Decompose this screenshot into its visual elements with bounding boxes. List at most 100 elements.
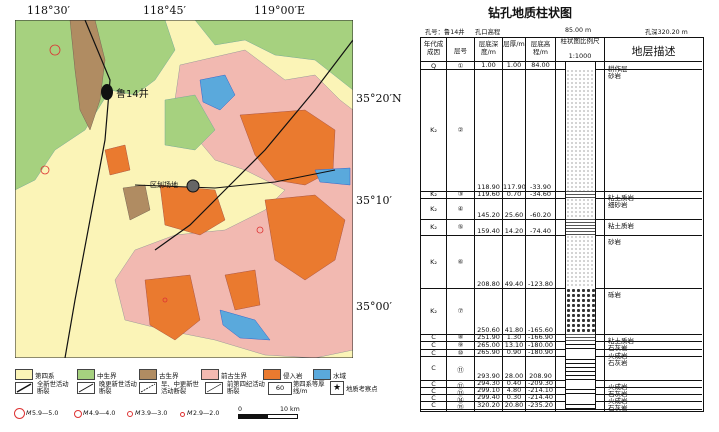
row-era: K₂ — [430, 125, 437, 134]
mesozoic-area-east — [194, 20, 353, 91]
row-depth: 265.90 — [477, 348, 500, 357]
row-thick: 0.90 — [506, 348, 522, 357]
row-era: C — [431, 401, 436, 410]
row-layer: ⑭ — [457, 395, 464, 404]
paleozoic-area-2 — [122, 184, 151, 221]
row-elev: 84.00 — [531, 61, 550, 69]
legend-label: 前古生界 — [221, 372, 247, 380]
lithology-pattern — [565, 62, 596, 69]
row-thick: 0.70 — [506, 189, 522, 198]
water-body-1 — [199, 74, 236, 111]
th-thick: 层厚/m — [503, 40, 525, 48]
magnitude-circle-icon — [127, 411, 133, 417]
row-thick: 4.80 — [506, 386, 522, 395]
coord-top-3: 119°00′E — [254, 4, 306, 17]
th-log: 柱状图比例尺 — [560, 37, 600, 45]
fault-icon-pre-quaternary — [205, 382, 223, 394]
magnitude-circle-icon — [74, 410, 82, 418]
row-divider — [420, 356, 702, 358]
row-thick: 117.90 — [503, 182, 526, 191]
column-title: 钻孔地质柱状图 — [488, 6, 573, 20]
legend-label: 水域 — [333, 372, 346, 380]
magnitude-symbol: M — [83, 410, 89, 417]
scale-end: 10 km — [280, 406, 300, 413]
fault-line-east — [154, 39, 353, 251]
epicenter — [40, 165, 50, 175]
row-divider — [420, 234, 702, 236]
water-body-2 — [219, 309, 271, 341]
row-era: K₂ — [430, 223, 437, 232]
row-divider — [420, 219, 702, 221]
row-desc: 砾岩 — [608, 291, 621, 300]
row-elev: -214.10 — [527, 386, 554, 395]
row-elev: 208.90 — [529, 372, 552, 381]
legend-label: 前第四纪活动断裂 — [227, 381, 265, 395]
zone-marker — [186, 179, 200, 193]
legend-label: 第四系 — [35, 372, 55, 380]
row-depth: 299.10 — [477, 386, 500, 395]
th-era: 年代成成因 — [423, 40, 444, 56]
epicenter — [162, 297, 168, 303]
magnitude-circle-icon — [180, 412, 185, 417]
row-layer: ⑦ — [457, 306, 464, 315]
row-desc: 砂岩 — [608, 72, 621, 80]
magnitude-symbol: M — [26, 410, 32, 417]
row-divider — [420, 197, 702, 199]
row-elev: -60.20 — [530, 211, 551, 220]
row-thick: 41.80 — [504, 325, 524, 334]
row-layer: ⑤ — [457, 223, 464, 232]
coord-top-2: 118°45′ — [143, 4, 186, 17]
row-elev: -165.60 — [527, 325, 554, 334]
lithology-pattern — [565, 234, 596, 289]
row-era: C — [431, 340, 436, 349]
isopach-value: 60 — [268, 382, 292, 395]
scale-bar — [238, 414, 298, 419]
epicenter — [49, 44, 61, 56]
row-era: K₂ — [430, 190, 437, 199]
row-thick: 28.00 — [504, 372, 524, 381]
col-line — [474, 37, 475, 411]
row-depth: 251.90 — [477, 332, 500, 341]
column-table — [420, 37, 704, 412]
col-line — [502, 37, 503, 411]
row-thick: 0.40 — [506, 379, 522, 388]
row-depth: 293.90 — [477, 372, 500, 381]
row-elev: -34.60 — [530, 189, 551, 198]
row-era: C — [431, 393, 436, 402]
epicenter — [256, 226, 264, 234]
intrusive-area-2 — [159, 184, 226, 236]
row-depth: 159.40 — [477, 226, 500, 235]
mesozoic-area-mid — [164, 94, 216, 151]
row-depth: 1.00 — [481, 61, 496, 69]
lithology-pattern — [565, 380, 596, 388]
magnitude-range: 2.9—2.0 — [193, 410, 220, 417]
header-divider — [420, 61, 702, 62]
scale-zero: 0 — [238, 406, 243, 413]
row-elev: -235.20 — [527, 401, 554, 409]
th-desc: 地层描述 — [631, 45, 676, 58]
row-layer: ② — [457, 125, 464, 134]
fault-icon-late-pleistocene — [77, 382, 95, 394]
col-line — [446, 37, 447, 411]
row-layer: ⑥ — [457, 257, 464, 266]
lithology-pattern — [565, 197, 596, 220]
row-divider — [420, 69, 702, 70]
intrusive-area-6 — [104, 144, 131, 176]
row-desc: 粘土质岩 — [608, 222, 634, 231]
row-thick: 13.10 — [504, 341, 524, 350]
row-divider — [420, 340, 702, 342]
row-thick: 1.00 — [506, 61, 522, 69]
row-divider — [420, 349, 702, 351]
legend-label: 地质考察点 — [346, 386, 378, 393]
coord-right-2: 35°10′ — [356, 194, 392, 207]
row-layer: ① — [457, 61, 464, 70]
legend-swatch-water — [313, 369, 331, 380]
row-era: C — [431, 348, 436, 357]
row-desc: 石灰岩 — [608, 359, 628, 368]
lithology-pattern — [565, 69, 596, 191]
row-thick: 1.30 — [506, 332, 522, 341]
row-thick: 20.80 — [504, 401, 524, 409]
row-thick: 14.20 — [504, 226, 524, 235]
lithology-pattern — [565, 349, 596, 357]
row-era: C — [431, 379, 436, 388]
